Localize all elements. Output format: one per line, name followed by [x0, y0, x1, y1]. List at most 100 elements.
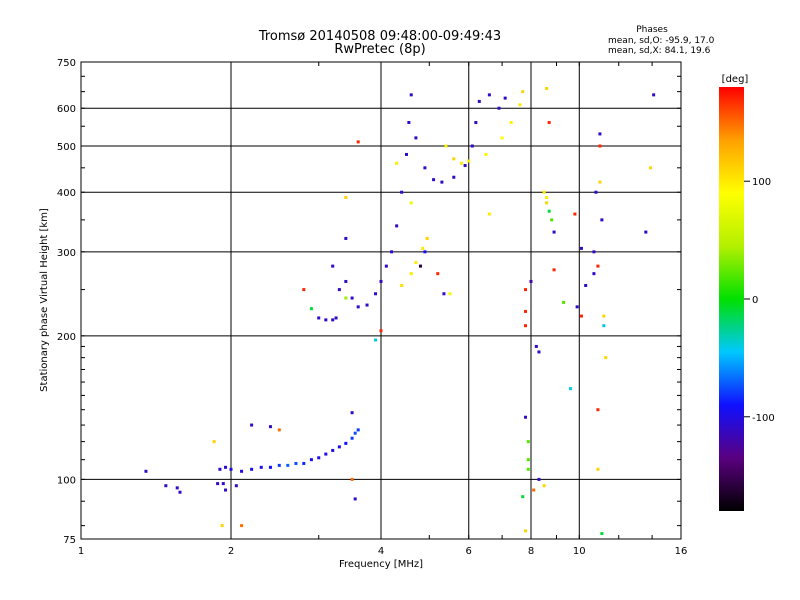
- data-point: [421, 246, 425, 250]
- colorbar-tick-label: -100: [752, 413, 775, 424]
- data-point: [331, 448, 335, 452]
- data-point: [452, 157, 456, 161]
- data-point: [542, 190, 546, 194]
- data-point: [598, 144, 602, 148]
- x-tick-label: 10: [573, 546, 586, 557]
- data-point: [250, 467, 254, 471]
- data-point: [350, 436, 354, 440]
- data-point: [365, 303, 369, 307]
- data-point: [277, 428, 281, 432]
- data-point: [545, 201, 549, 205]
- data-point: [218, 467, 222, 471]
- data-point: [448, 292, 452, 296]
- data-point: [470, 144, 474, 148]
- data-point: [521, 90, 525, 94]
- data-point: [526, 467, 530, 471]
- data-point: [526, 440, 530, 444]
- phase-stats-o: mean, sd,O: -95.9, 17.0: [608, 36, 715, 46]
- data-point: [240, 469, 244, 473]
- data-point: [344, 195, 348, 199]
- x-tick-label: 4: [378, 546, 384, 557]
- data-point: [547, 121, 551, 125]
- x-axis-label: Frequency [MHz]: [339, 559, 423, 570]
- data-point: [374, 338, 378, 342]
- data-point: [309, 458, 313, 462]
- data-point: [302, 461, 306, 465]
- data-point: [568, 387, 572, 391]
- data-point: [418, 264, 422, 268]
- data-point: [503, 96, 507, 100]
- data-point: [353, 497, 357, 501]
- data-point: [497, 106, 501, 110]
- data-point: [487, 212, 491, 216]
- data-point: [337, 288, 341, 292]
- data-point: [598, 132, 602, 136]
- x-tick-label: 6: [466, 546, 472, 557]
- data-point: [423, 250, 427, 254]
- data-point: [220, 524, 224, 528]
- data-point: [604, 356, 608, 360]
- data-point: [390, 250, 394, 254]
- data-point: [268, 465, 272, 469]
- data-point: [459, 161, 463, 165]
- data-point: [524, 324, 528, 328]
- data-point: [579, 246, 583, 250]
- data-point: [400, 190, 404, 194]
- data-point: [324, 452, 328, 456]
- data-point: [344, 236, 348, 240]
- data-point: [144, 469, 148, 473]
- data-point: [537, 350, 541, 354]
- data-point: [259, 465, 263, 469]
- data-point: [224, 465, 228, 469]
- data-point: [317, 456, 321, 460]
- grid-lines: [81, 62, 681, 539]
- data-point: [575, 305, 579, 309]
- data-point: [573, 212, 577, 216]
- y-tick-label: 400: [57, 188, 76, 199]
- data-point: [350, 411, 354, 415]
- data-point: [407, 121, 411, 125]
- y-tick-label: 600: [57, 104, 76, 115]
- data-point: [317, 316, 321, 320]
- data-point: [649, 166, 653, 170]
- data-point: [518, 103, 522, 107]
- data-point: [302, 288, 306, 292]
- data-point: [436, 272, 440, 276]
- data-point: [374, 292, 378, 296]
- data-point: [644, 230, 648, 234]
- x-tick-label: 16: [675, 546, 688, 557]
- data-point: [356, 428, 360, 432]
- x-axis: 1 2 4 6 8 10 16: [78, 62, 688, 557]
- colorbar-label: [deg]: [722, 74, 749, 85]
- data-point: [600, 218, 604, 222]
- data-point: [596, 408, 600, 412]
- data-point: [277, 463, 281, 467]
- data-point: [442, 292, 446, 296]
- data-point: [175, 486, 179, 490]
- data-point: [423, 166, 427, 170]
- data-point: [178, 490, 182, 494]
- data-point: [500, 136, 504, 140]
- data-point: [250, 423, 254, 427]
- data-point: [404, 152, 408, 156]
- data-point: [598, 180, 602, 184]
- colorbar: [719, 87, 744, 511]
- data-point: [524, 309, 528, 313]
- data-points: [144, 86, 656, 536]
- y-axis: 75 100 200 300 400 500 600 750: [57, 58, 681, 546]
- data-point: [467, 159, 471, 163]
- data-point: [224, 488, 228, 492]
- y-tick-label: 300: [57, 248, 76, 259]
- data-point: [537, 477, 541, 481]
- data-point: [652, 93, 656, 97]
- data-point: [334, 316, 338, 320]
- data-point: [432, 178, 436, 182]
- data-point: [592, 250, 596, 254]
- y-tick-label: 200: [57, 332, 76, 343]
- y-tick-label: 500: [57, 142, 76, 153]
- data-point: [344, 441, 348, 445]
- x-tick-label: 2: [228, 546, 234, 557]
- data-point: [164, 484, 168, 488]
- data-point: [524, 415, 528, 419]
- data-point: [379, 279, 383, 283]
